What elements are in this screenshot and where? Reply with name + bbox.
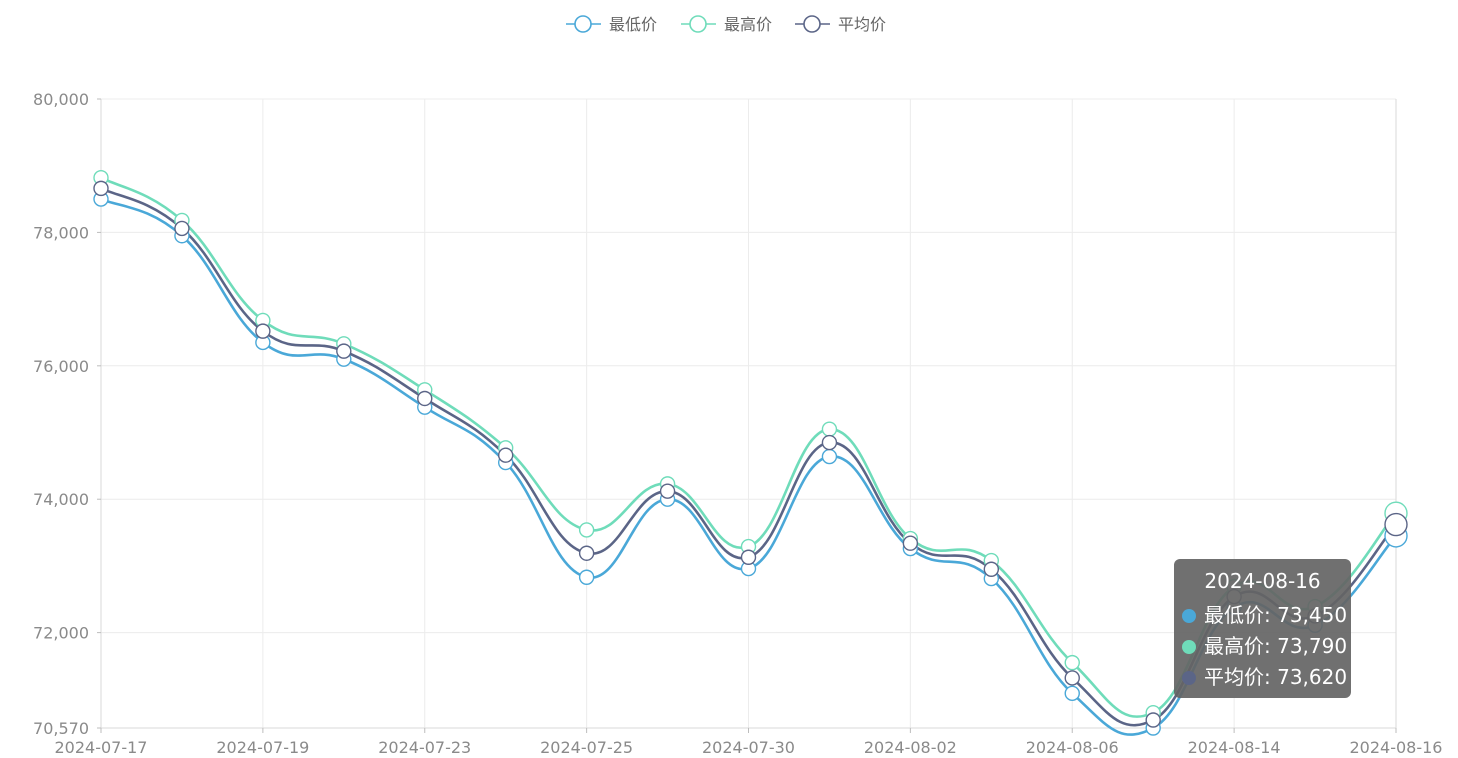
average-price-point-2024-07-25[interactable] [578, 545, 595, 561]
average-price-point-2024-07-26[interactable] [659, 483, 676, 499]
legend-label-high-price: 最高价 [724, 15, 772, 34]
chart-tooltip: 2024-08-16 最低价: 73,450 最高价: 73,790 平均价: … [1174, 559, 1351, 698]
y-tick-label: 80,000 [33, 90, 89, 109]
x-tick-label: 2024-07-19 [216, 738, 309, 754]
legend-item-average-price[interactable]: 平均价 [795, 15, 886, 34]
tooltip-row-average: 平均价: 73,620 [1182, 662, 1347, 693]
tooltip-low-label: 最低价: 73,450 [1204, 603, 1348, 627]
legend-item-high-price[interactable]: 最高价 [681, 15, 772, 34]
low-price-point-2024-08-06[interactable] [1064, 685, 1080, 702]
x-tick-label: 2024-07-23 [378, 738, 471, 754]
y-tick-label: 78,000 [33, 223, 89, 242]
average-price-point-2024-07-30[interactable] [740, 549, 757, 565]
high-price-point-2024-07-31[interactable] [821, 421, 838, 437]
y-tick-label: 70,570 [33, 719, 89, 738]
point-layer[interactable] [93, 170, 1408, 736]
average-price-point-2024-07-18[interactable] [174, 220, 190, 237]
tooltip-row-high: 最高价: 73,790 [1182, 631, 1347, 662]
average-price-point-2024-08-05[interactable] [983, 561, 1000, 577]
y-tick-label: 72,000 [33, 624, 89, 643]
high-price-point-2024-08-06[interactable] [1064, 654, 1080, 671]
low-price-point-2024-07-31[interactable] [821, 448, 838, 465]
average-price-point-2024-07-17[interactable] [93, 180, 109, 197]
average-price-point-2024-08-02[interactable] [902, 535, 919, 551]
average-price-point-2024-08-06[interactable] [1064, 670, 1080, 686]
x-tick-label: 2024-08-02 [864, 738, 957, 754]
tooltip-high-label: 最高价: 73,790 [1204, 634, 1348, 658]
average-price-dot [1182, 670, 1196, 685]
x-tick-label: 2024-07-30 [702, 738, 795, 754]
average-price-point-2024-07-31[interactable] [821, 434, 838, 451]
low-price-dot [1182, 608, 1196, 623]
high-price-dot [1182, 639, 1196, 654]
average-price-point-2024-07-24[interactable] [497, 447, 514, 463]
legend-marker-average-price [803, 15, 821, 33]
average-price-point-2024-08-07[interactable] [1145, 712, 1161, 728]
average-price-point-2024-07-23[interactable] [417, 390, 433, 407]
legend-marker-low-price [574, 15, 592, 33]
x-tick-label: 2024-07-17 [55, 738, 148, 754]
legend-label-average-price: 平均价 [838, 15, 886, 34]
legend-item-low-price[interactable]: 最低价 [566, 15, 657, 34]
y-tick-label: 76,000 [33, 357, 89, 376]
tick-layer: 70,570 72,000 74,000 76,000 78,000 80,000 2024… [33, 90, 1443, 757]
average-price-point-2024-08-16[interactable] [1384, 512, 1408, 537]
x-tick-label: 2024-08-16 [1350, 738, 1443, 754]
x-tick-label: 2024-08-14 [1188, 738, 1281, 754]
legend[interactable]: 最低价 最高价 平均价 [566, 15, 886, 34]
x-tick-label: 2024-07-25 [540, 738, 633, 754]
y-tick-label: 74,000 [33, 490, 89, 509]
tooltip-average-label: 平均价: 73,620 [1204, 665, 1348, 689]
legend-label-low-price: 最低价 [609, 15, 657, 34]
average-price-point-2024-07-19[interactable] [255, 323, 271, 339]
legend-marker-high-price [689, 15, 707, 33]
low-price-point-2024-07-25[interactable] [578, 569, 595, 585]
tooltip-row-low: 最低价: 73,450 [1182, 600, 1347, 631]
tooltip-title: 2024-08-16 [1204, 569, 1321, 593]
x-tick-label: 2024-08-06 [1026, 738, 1119, 754]
high-price-point-2024-07-25[interactable] [578, 522, 595, 538]
average-price-point-2024-07-22[interactable] [336, 343, 352, 359]
